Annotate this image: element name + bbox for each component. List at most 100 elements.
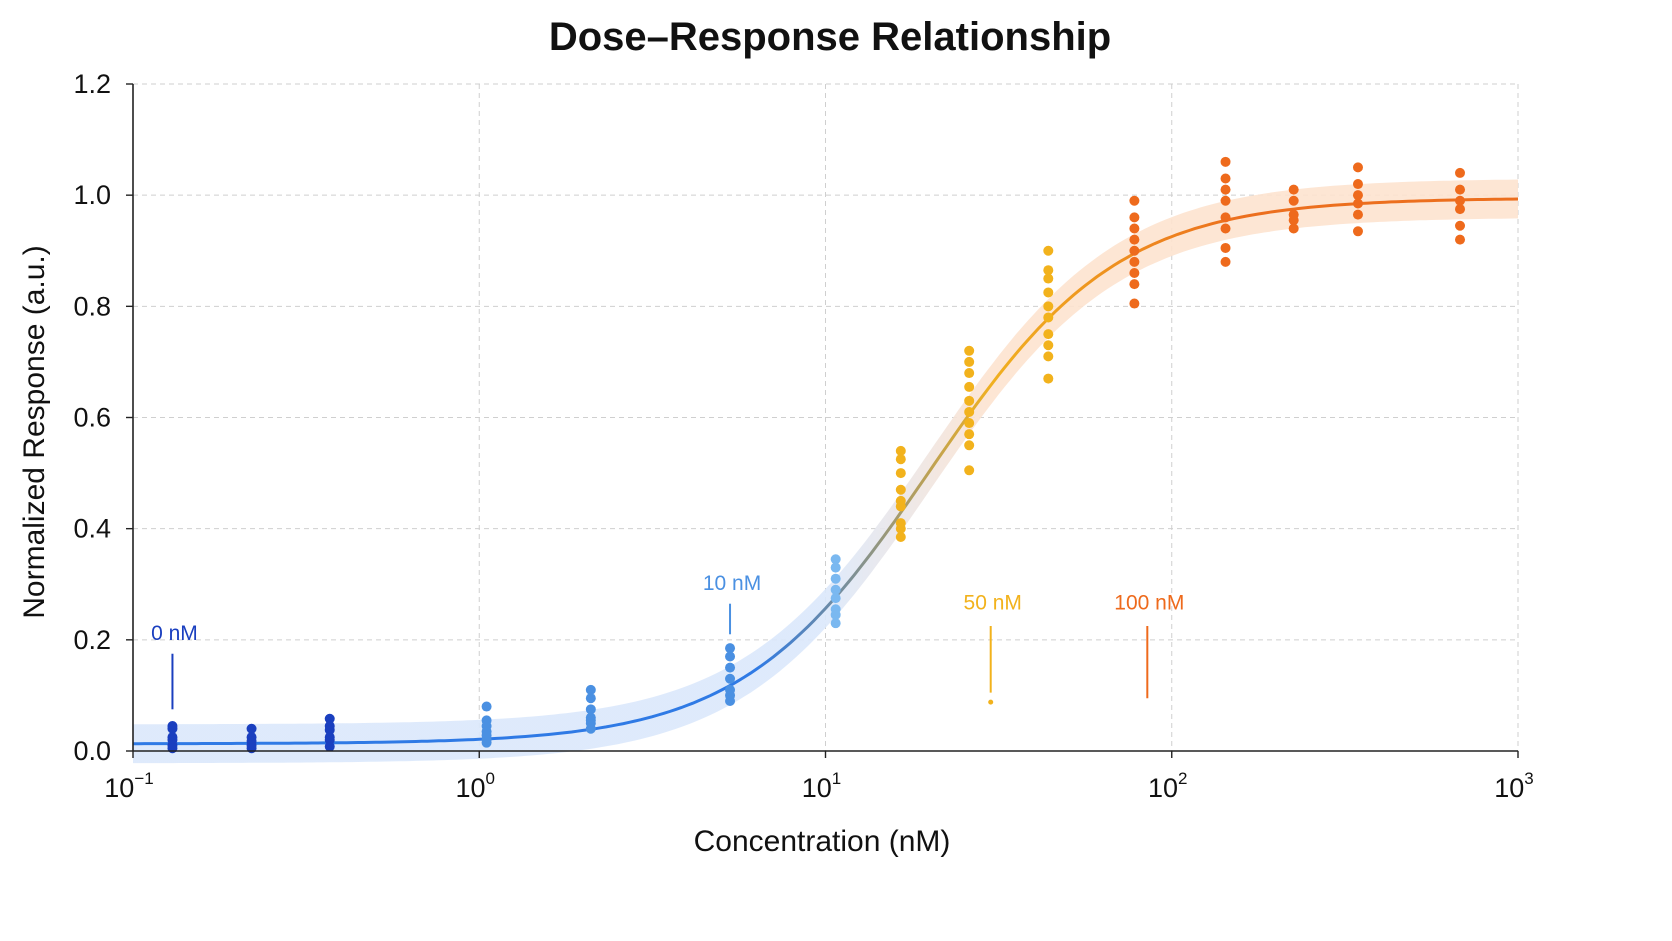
data-point	[1220, 256, 1231, 267]
data-point	[1455, 167, 1466, 178]
y-tick-label: 0.6	[73, 403, 111, 433]
data-point	[830, 618, 841, 629]
data-point	[324, 713, 335, 724]
data-point	[1220, 242, 1231, 253]
data-point	[895, 445, 906, 456]
data-point	[1220, 212, 1231, 223]
data-point	[585, 684, 596, 695]
dose-group-6	[830, 554, 841, 629]
data-point	[1352, 190, 1363, 201]
y-tick-label: 0.0	[73, 736, 111, 766]
data-point	[167, 723, 178, 734]
data-point	[830, 554, 841, 565]
annotation-label: 0 nM	[151, 622, 198, 645]
y-tick-label: 1.2	[73, 69, 111, 99]
data-point	[1288, 223, 1299, 234]
data-point	[1220, 173, 1231, 184]
data-point	[1288, 184, 1299, 195]
dose-group-10	[1129, 195, 1140, 309]
data-point	[964, 395, 975, 406]
data-point	[964, 345, 975, 356]
data-point	[324, 724, 335, 735]
data-point	[1129, 234, 1140, 245]
x-tick-label: 10−1	[104, 769, 153, 803]
data-point	[1043, 373, 1054, 384]
data-point	[725, 643, 736, 654]
data-point	[895, 484, 906, 495]
annotations: 0 nM 10 nM 50 nM 100 nM	[151, 572, 1184, 710]
data-point	[830, 593, 841, 604]
data-point	[1288, 215, 1299, 226]
data-point	[725, 651, 736, 662]
annotation-dot	[988, 699, 994, 705]
data-point	[1455, 204, 1466, 215]
data-point	[585, 704, 596, 715]
data-point	[1129, 212, 1140, 223]
dose-group-14	[1455, 167, 1466, 245]
data-point	[1043, 312, 1054, 323]
data-point	[964, 368, 975, 379]
data-point	[1220, 195, 1231, 206]
data-point	[1043, 273, 1054, 284]
data-point	[895, 532, 906, 543]
data-points	[167, 156, 1466, 754]
chart-title: Dose–Response Relationship	[549, 15, 1111, 59]
x-tick-label: 101	[802, 769, 842, 803]
data-point	[1455, 184, 1466, 195]
grid	[132, 83, 1519, 752]
data-point	[1043, 351, 1054, 362]
data-point	[964, 406, 975, 417]
data-point	[1455, 195, 1466, 206]
data-point	[895, 501, 906, 512]
data-point	[1043, 329, 1054, 340]
data-point	[1288, 195, 1299, 206]
data-point	[1352, 198, 1363, 209]
data-point	[246, 723, 257, 734]
data-point	[324, 741, 335, 752]
dose-group-12	[1288, 184, 1299, 234]
data-point	[725, 695, 736, 706]
fit-curve	[133, 197, 1519, 746]
data-point	[1129, 195, 1140, 206]
data-point	[1043, 245, 1054, 256]
data-point	[964, 381, 975, 392]
data-point	[830, 573, 841, 584]
y-tick-label: 1.0	[73, 180, 111, 210]
data-point	[1129, 279, 1140, 290]
annotation-label: 10 nM	[703, 572, 761, 595]
data-point	[1043, 287, 1054, 298]
data-point	[585, 723, 596, 734]
data-point	[1043, 265, 1054, 276]
dose-group-1	[246, 723, 257, 754]
data-point	[1043, 340, 1054, 351]
data-point	[1220, 223, 1231, 234]
y-tick-label: 0.8	[73, 291, 111, 321]
dose-group-13	[1352, 162, 1363, 237]
data-point	[830, 609, 841, 620]
data-point	[1129, 256, 1140, 267]
y-tick-label: 0.2	[73, 625, 111, 655]
data-point	[725, 662, 736, 673]
data-point	[1455, 234, 1466, 245]
data-point	[1352, 209, 1363, 220]
x-tick-label: 102	[1148, 769, 1188, 803]
y-axis-label: Normalized Response (a.u.)	[18, 245, 51, 619]
data-point	[1220, 156, 1231, 167]
x-tick-label: 100	[455, 769, 495, 803]
data-point	[1352, 179, 1363, 190]
x-axis-label: Concentration (nM)	[694, 825, 951, 858]
data-point	[481, 737, 492, 748]
dose-group-9	[1043, 245, 1054, 384]
dose-group-7	[895, 445, 906, 543]
data-point	[895, 523, 906, 534]
data-point	[964, 440, 975, 451]
x-tick-label: 103	[1494, 769, 1534, 803]
data-point	[964, 429, 975, 440]
data-point	[1129, 245, 1140, 256]
data-point	[1220, 184, 1231, 195]
data-point	[725, 673, 736, 684]
fit-curve-line	[133, 197, 1519, 746]
annotation-label: 100 nM	[1114, 591, 1184, 614]
